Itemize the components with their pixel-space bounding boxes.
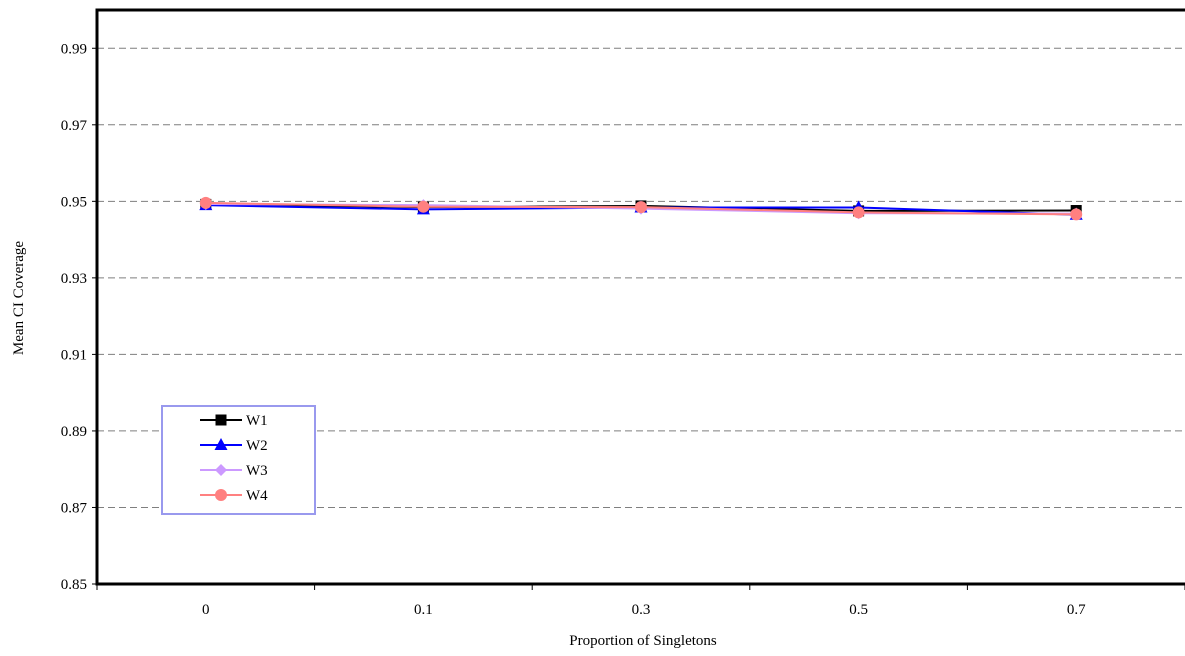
y-tick-label: 0.85 (61, 577, 87, 593)
y-tick-label: 0.95 (61, 194, 87, 210)
y-tick-label: 0.91 (61, 347, 87, 363)
y-tick-label: 0.97 (61, 118, 88, 134)
legend-marker (214, 438, 228, 450)
y-tick-label: 0.99 (61, 41, 87, 57)
y-tick-label: 0.87 (61, 500, 88, 516)
x-tick-label: 0.3 (632, 602, 651, 618)
legend-label: W3 (246, 463, 268, 479)
legend-box (161, 405, 316, 515)
x-tick-label: 0.7 (1067, 602, 1086, 618)
legend-marker (215, 489, 227, 501)
plot-frame (95, 8, 1185, 586)
y-tick-label: 0.93 (61, 271, 87, 287)
data-point-w4 (199, 196, 212, 209)
x-axis-ticks: 0 0.1 0.3 0.5 0.7 (96, 584, 1185, 618)
x-tick-label: 0 (202, 602, 210, 618)
data-point-w4 (852, 206, 865, 219)
legend-label: W4 (246, 488, 268, 504)
legend-item-w1: W1 (200, 413, 268, 429)
x-axis-title: Proportion of Singletons (569, 633, 717, 649)
legend-label: W1 (246, 413, 268, 429)
legend-item-w3: W3 (200, 463, 268, 479)
y-tick-label: 0.89 (61, 424, 87, 440)
series-layer (199, 196, 1083, 221)
x-tick-label: 0.5 (849, 602, 868, 618)
x-tick-label: 0.1 (414, 602, 433, 618)
legend: W1 W2 W3 W4 (161, 405, 316, 515)
data-point-w4 (417, 200, 430, 213)
y-axis-title: Mean CI Coverage (11, 241, 27, 355)
legend-label: W2 (246, 438, 268, 454)
series-w4 (199, 196, 1083, 221)
legend-marker (215, 464, 227, 476)
data-point-w4 (635, 201, 647, 214)
y-axis-ticks: 0.85 0.87 0.89 0.91 0.93 0.95 0.97 0.99 (61, 41, 97, 593)
legend-marker (215, 414, 227, 426)
data-point-w4 (1070, 208, 1083, 221)
legend-item-w4: W4 (200, 488, 268, 504)
legend-item-w2: W2 (200, 438, 268, 454)
